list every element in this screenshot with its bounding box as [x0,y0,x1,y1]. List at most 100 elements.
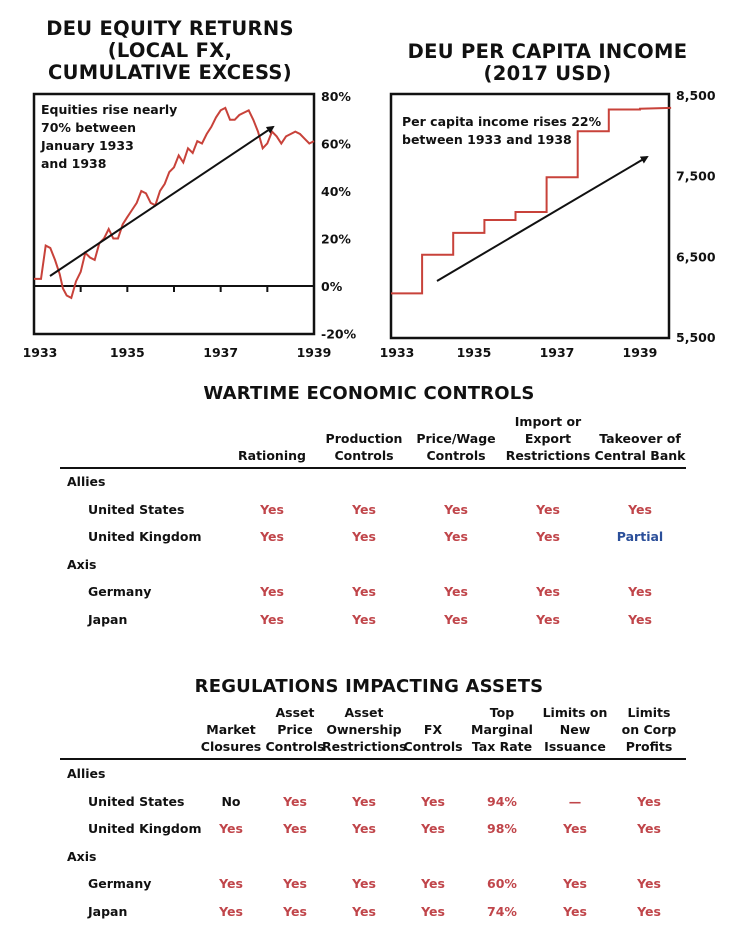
equity-plot-frame [32,92,316,336]
column-header-line: Profits [625,739,673,754]
income-y-tick-label: 7,500 [676,169,716,184]
equity-trend-arrow [49,125,275,277]
equity-x-tick-label: 1937 [203,345,238,360]
equity-x-tick-label: 1933 [23,345,58,360]
column-header: Import or Export Restrictions [500,413,596,464]
table-cell: Yes [444,501,468,517]
column-header-line: Central Bank [594,448,686,463]
table-cell: 94% [487,793,517,809]
table-cell: Yes [536,584,560,599]
table-cell: Yes [637,793,661,809]
group-label: Axis [67,556,97,572]
table-cell: Yes [219,821,243,837]
row-label: Germany [88,876,152,892]
column-header-line: Market [206,722,256,737]
table-cell: Yes [352,529,376,544]
equity-series-line [34,106,315,300]
table-cell: Yes [352,611,376,627]
column-header: Rationing [224,447,320,464]
income-annotation: Per capita income rises 22% between 1933… [402,114,605,147]
income-x-tick-label: 1939 [623,345,658,360]
column-header: Asset Ownership Restrictions [322,704,407,755]
column-header: Limits on Corp Profits [607,704,691,755]
column-header: Limits on New Issuance [533,704,617,755]
table-cell: Yes [260,501,284,517]
column-header-line: Export [524,431,572,446]
table-cell: Yes [444,584,468,599]
income-x-tick-label: 1935 [457,345,492,360]
row-label: United Kingdom [88,821,202,837]
column-header-line: Controls [403,739,463,754]
table-cell: Yes [421,904,445,919]
equity-annotation-line: 70% between [41,120,136,135]
column-header-line: Price [277,722,313,737]
table-cell: Yes [283,876,307,892]
income-annotation-line: between 1933 and 1938 [402,132,572,147]
column-header-line: Top [489,705,515,720]
income-annotation-line: Per capita income rises 22% [402,114,602,129]
equity-annotation: Equities rise nearly 70% between January… [40,102,182,171]
equity-annotation-line: and 1938 [41,156,106,171]
column-header-line: Closures [200,739,262,754]
row-label: Japan [88,904,128,919]
equity-x-tick-label: 1935 [110,345,145,360]
column-header-line: Limits on [542,705,608,720]
table-cell: Yes [352,501,376,517]
column-header-line: Limits [627,705,671,720]
column-header-line: Asset [275,705,315,720]
equity-title-line: DEU EQUITY RETURNS [46,17,294,40]
column-header-line: Production [325,431,403,446]
column-header-line: Rationing [238,448,306,463]
equity-annotation-line: Equities rise nearly [41,102,177,117]
column-header-line: Tax Rate [471,739,533,754]
table-cell: Yes [260,611,284,627]
column-header-line: Ownership [326,722,402,737]
table-cell: Yes [637,821,661,837]
equity-x-tick-label: 1939 [297,345,332,360]
table-cell: Yes [637,876,661,892]
table-cell: Yes [563,821,587,837]
table-cell: Yes [283,793,307,809]
table-cell: Partial [616,529,664,544]
table-cell: Yes [637,904,661,919]
table-cell: Yes [444,529,468,544]
income-series-line [391,106,672,295]
table-cell: Yes [628,584,652,599]
column-header-line: on Corp [621,722,677,737]
table-cell: Yes [352,904,376,919]
column-header: FX Controls [391,721,475,755]
table-cell: Yes [536,501,560,517]
table-cell: Yes [628,611,652,627]
equity-y-tick-label: 20% [321,232,351,247]
table-header-rule [60,467,686,469]
table-cell: Yes [352,584,376,599]
table-cell: Yes [352,793,376,809]
table-cell: Yes [421,793,445,809]
wartime-table-title: WARTIME ECONOMIC CONTROLS [203,383,535,404]
column-header-line: New [559,722,591,737]
table-cell: Yes [628,501,652,517]
income-title-line: (2017 USD) [483,62,612,85]
group-label: Axis [67,848,97,864]
column-header-line: Asset [344,705,384,720]
column-header-line: Issuance [544,739,606,754]
equity-y-tick-label: 40% [321,184,351,199]
column-header-line: Controls [334,448,394,463]
column-header: Asset Price Controls [253,704,337,755]
equity-y-tick-label: -20% [321,327,357,342]
table-cell: Yes [421,821,445,837]
equity-y-tick-label: 60% [321,137,351,152]
regulations-table-title: REGULATIONS IMPACTING ASSETS [194,676,544,697]
income-y-tick-label: 8,500 [676,88,716,103]
charts-canvas: 80% 60% 40% 20% 0% -20% 1933 1935 1937 1939 Equi… [23,88,716,360]
equity-y-tick-label: 0% [321,279,343,294]
column-header: Takeover of Central Bank [592,430,688,464]
table-cell: Yes [563,904,587,919]
table-cell: Yes [219,876,243,892]
row-label: United States [88,793,185,809]
group-label: Allies [67,766,106,781]
equity-y-tick-label: 80% [321,89,351,104]
column-header: Market Closures [189,721,273,755]
table-cell: Yes [536,529,560,544]
column-header: Production Controls [316,430,412,464]
